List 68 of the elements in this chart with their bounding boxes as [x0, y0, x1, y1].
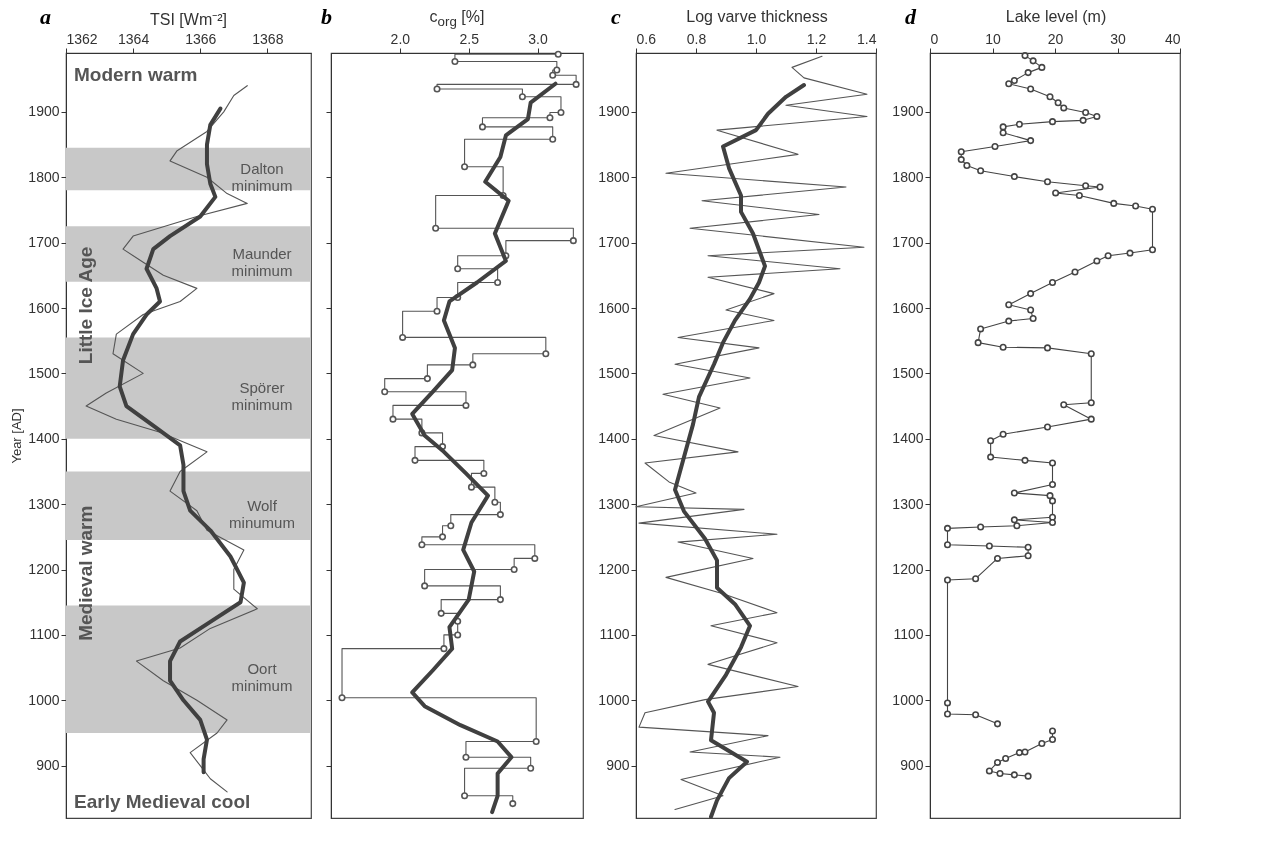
band-label: Spörer minimum [231, 379, 293, 414]
y-tick-label: 1700 [598, 234, 630, 251]
y-tick-label: 900 [606, 757, 630, 774]
y-tick-label: 1600 [28, 299, 60, 316]
band-label: Dalton minimum [231, 160, 293, 195]
y-tick-label: 1400 [598, 430, 630, 447]
annotation: Little Ice Age [75, 246, 96, 365]
y-tick-label: 1400 [892, 430, 924, 447]
x-axis-title: TSI [Wm⁻²] [150, 10, 227, 30]
y-tick-label: 1800 [598, 168, 630, 185]
y-tick-label: 1500 [598, 364, 630, 381]
x-axis-title: c$_{org}$ [%] [429, 8, 485, 30]
y-tick-label: 1100 [599, 626, 630, 643]
y-tick-label: 1700 [892, 234, 924, 251]
y-tick-label: 1800 [28, 168, 60, 185]
y-tick-label: 1400 [28, 430, 60, 447]
y-tick-label: 1200 [28, 561, 60, 578]
band-label: Maunder minimum [231, 245, 293, 280]
y-tick-label: 1900 [892, 103, 924, 120]
y-tick-label: 1800 [892, 168, 924, 185]
x-axis-title: Log varve thickness [686, 8, 828, 26]
x-tick-label: 3.0 [528, 30, 548, 47]
x-tick-label: 1.0 [746, 30, 767, 47]
annotation: Early Medieval cool [74, 791, 251, 812]
annotation: Modern warm [74, 64, 198, 85]
y-tick-label: 1300 [598, 495, 630, 512]
x-tick-label: 20 [1047, 30, 1064, 47]
y-tick-label: 1600 [892, 299, 924, 316]
x-tick-label: 1368 [252, 30, 284, 47]
chart-title: a [40, 4, 51, 30]
chart-title: d [905, 4, 916, 30]
y-tick-label: 1900 [28, 103, 60, 120]
x-tick-label: 1366 [185, 30, 217, 47]
chart-title: b [321, 4, 332, 30]
x-tick-label: 0.6 [636, 30, 657, 47]
y-tick-label: 1200 [892, 561, 924, 578]
y-tick-label: 1000 [28, 691, 60, 708]
y-tick-label: 900 [900, 757, 924, 774]
x-axis-title: Lake level (m) [1005, 8, 1107, 26]
x-tick-label: 0.8 [686, 30, 707, 47]
x-tick-label: 40 [1164, 30, 1181, 47]
x-tick-label: 1364 [118, 30, 150, 47]
y-axis-title: Year [AD] [9, 408, 25, 464]
annotation: Medieval warm [75, 505, 96, 641]
y-tick-label: 1900 [598, 103, 630, 120]
y-tick-label: 1300 [28, 495, 60, 512]
y-tick-label: 1000 [892, 691, 924, 708]
x-tick-label: 10 [985, 30, 1001, 47]
y-tick-label: 1600 [598, 299, 630, 316]
x-tick-label: 2.5 [459, 30, 480, 47]
band-label: Oort minimum [231, 660, 293, 695]
x-tick-label: 0 [930, 30, 939, 47]
band-label: Wolf minumum [229, 496, 295, 531]
y-tick-label: 1200 [598, 561, 630, 578]
x-tick-label: 30 [1110, 30, 1126, 47]
y-tick-label: 1700 [28, 234, 60, 251]
x-tick-label: 1.2 [806, 30, 827, 47]
y-tick-label: 1100 [29, 626, 60, 643]
x-tick-label: 1.4 [857, 30, 877, 47]
y-tick-label: 900 [36, 757, 60, 774]
y-tick-label: 1000 [598, 691, 630, 708]
y-tick-label: 1100 [893, 626, 924, 643]
x-tick-label: 1362 [66, 30, 98, 47]
y-tick-label: 1500 [892, 364, 924, 381]
y-tick-label: 1500 [28, 364, 60, 381]
chart-title: c [611, 4, 621, 30]
y-tick-label: 1300 [892, 495, 924, 512]
x-tick-label: 2.0 [390, 30, 411, 47]
